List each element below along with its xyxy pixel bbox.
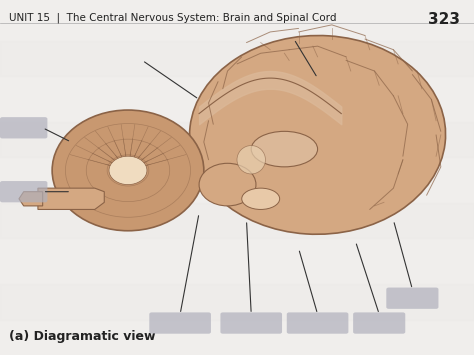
Ellipse shape bbox=[237, 146, 265, 174]
Bar bbox=[0, 81, 474, 117]
Ellipse shape bbox=[190, 36, 446, 234]
FancyBboxPatch shape bbox=[353, 312, 405, 334]
Ellipse shape bbox=[251, 131, 318, 167]
Bar bbox=[0, 162, 474, 198]
FancyBboxPatch shape bbox=[0, 181, 47, 202]
Text: (a) Diagramatic view: (a) Diagramatic view bbox=[9, 330, 156, 343]
FancyBboxPatch shape bbox=[386, 288, 438, 309]
Bar bbox=[0, 203, 474, 238]
Polygon shape bbox=[38, 188, 104, 209]
FancyBboxPatch shape bbox=[287, 312, 348, 334]
Bar bbox=[0, 0, 474, 36]
Bar bbox=[0, 40, 474, 76]
Text: 323: 323 bbox=[428, 12, 460, 27]
Text: UNIT 15  |  The Central Nervous System: Brain and Spinal Cord: UNIT 15 | The Central Nervous System: Br… bbox=[9, 12, 337, 23]
FancyBboxPatch shape bbox=[0, 117, 47, 138]
Bar bbox=[0, 122, 474, 157]
Ellipse shape bbox=[199, 163, 256, 206]
Bar bbox=[0, 244, 474, 279]
Ellipse shape bbox=[109, 156, 147, 185]
FancyBboxPatch shape bbox=[220, 312, 282, 334]
FancyBboxPatch shape bbox=[149, 312, 211, 334]
Polygon shape bbox=[19, 192, 43, 206]
Ellipse shape bbox=[52, 110, 204, 231]
Ellipse shape bbox=[242, 188, 280, 209]
Bar bbox=[0, 284, 474, 320]
